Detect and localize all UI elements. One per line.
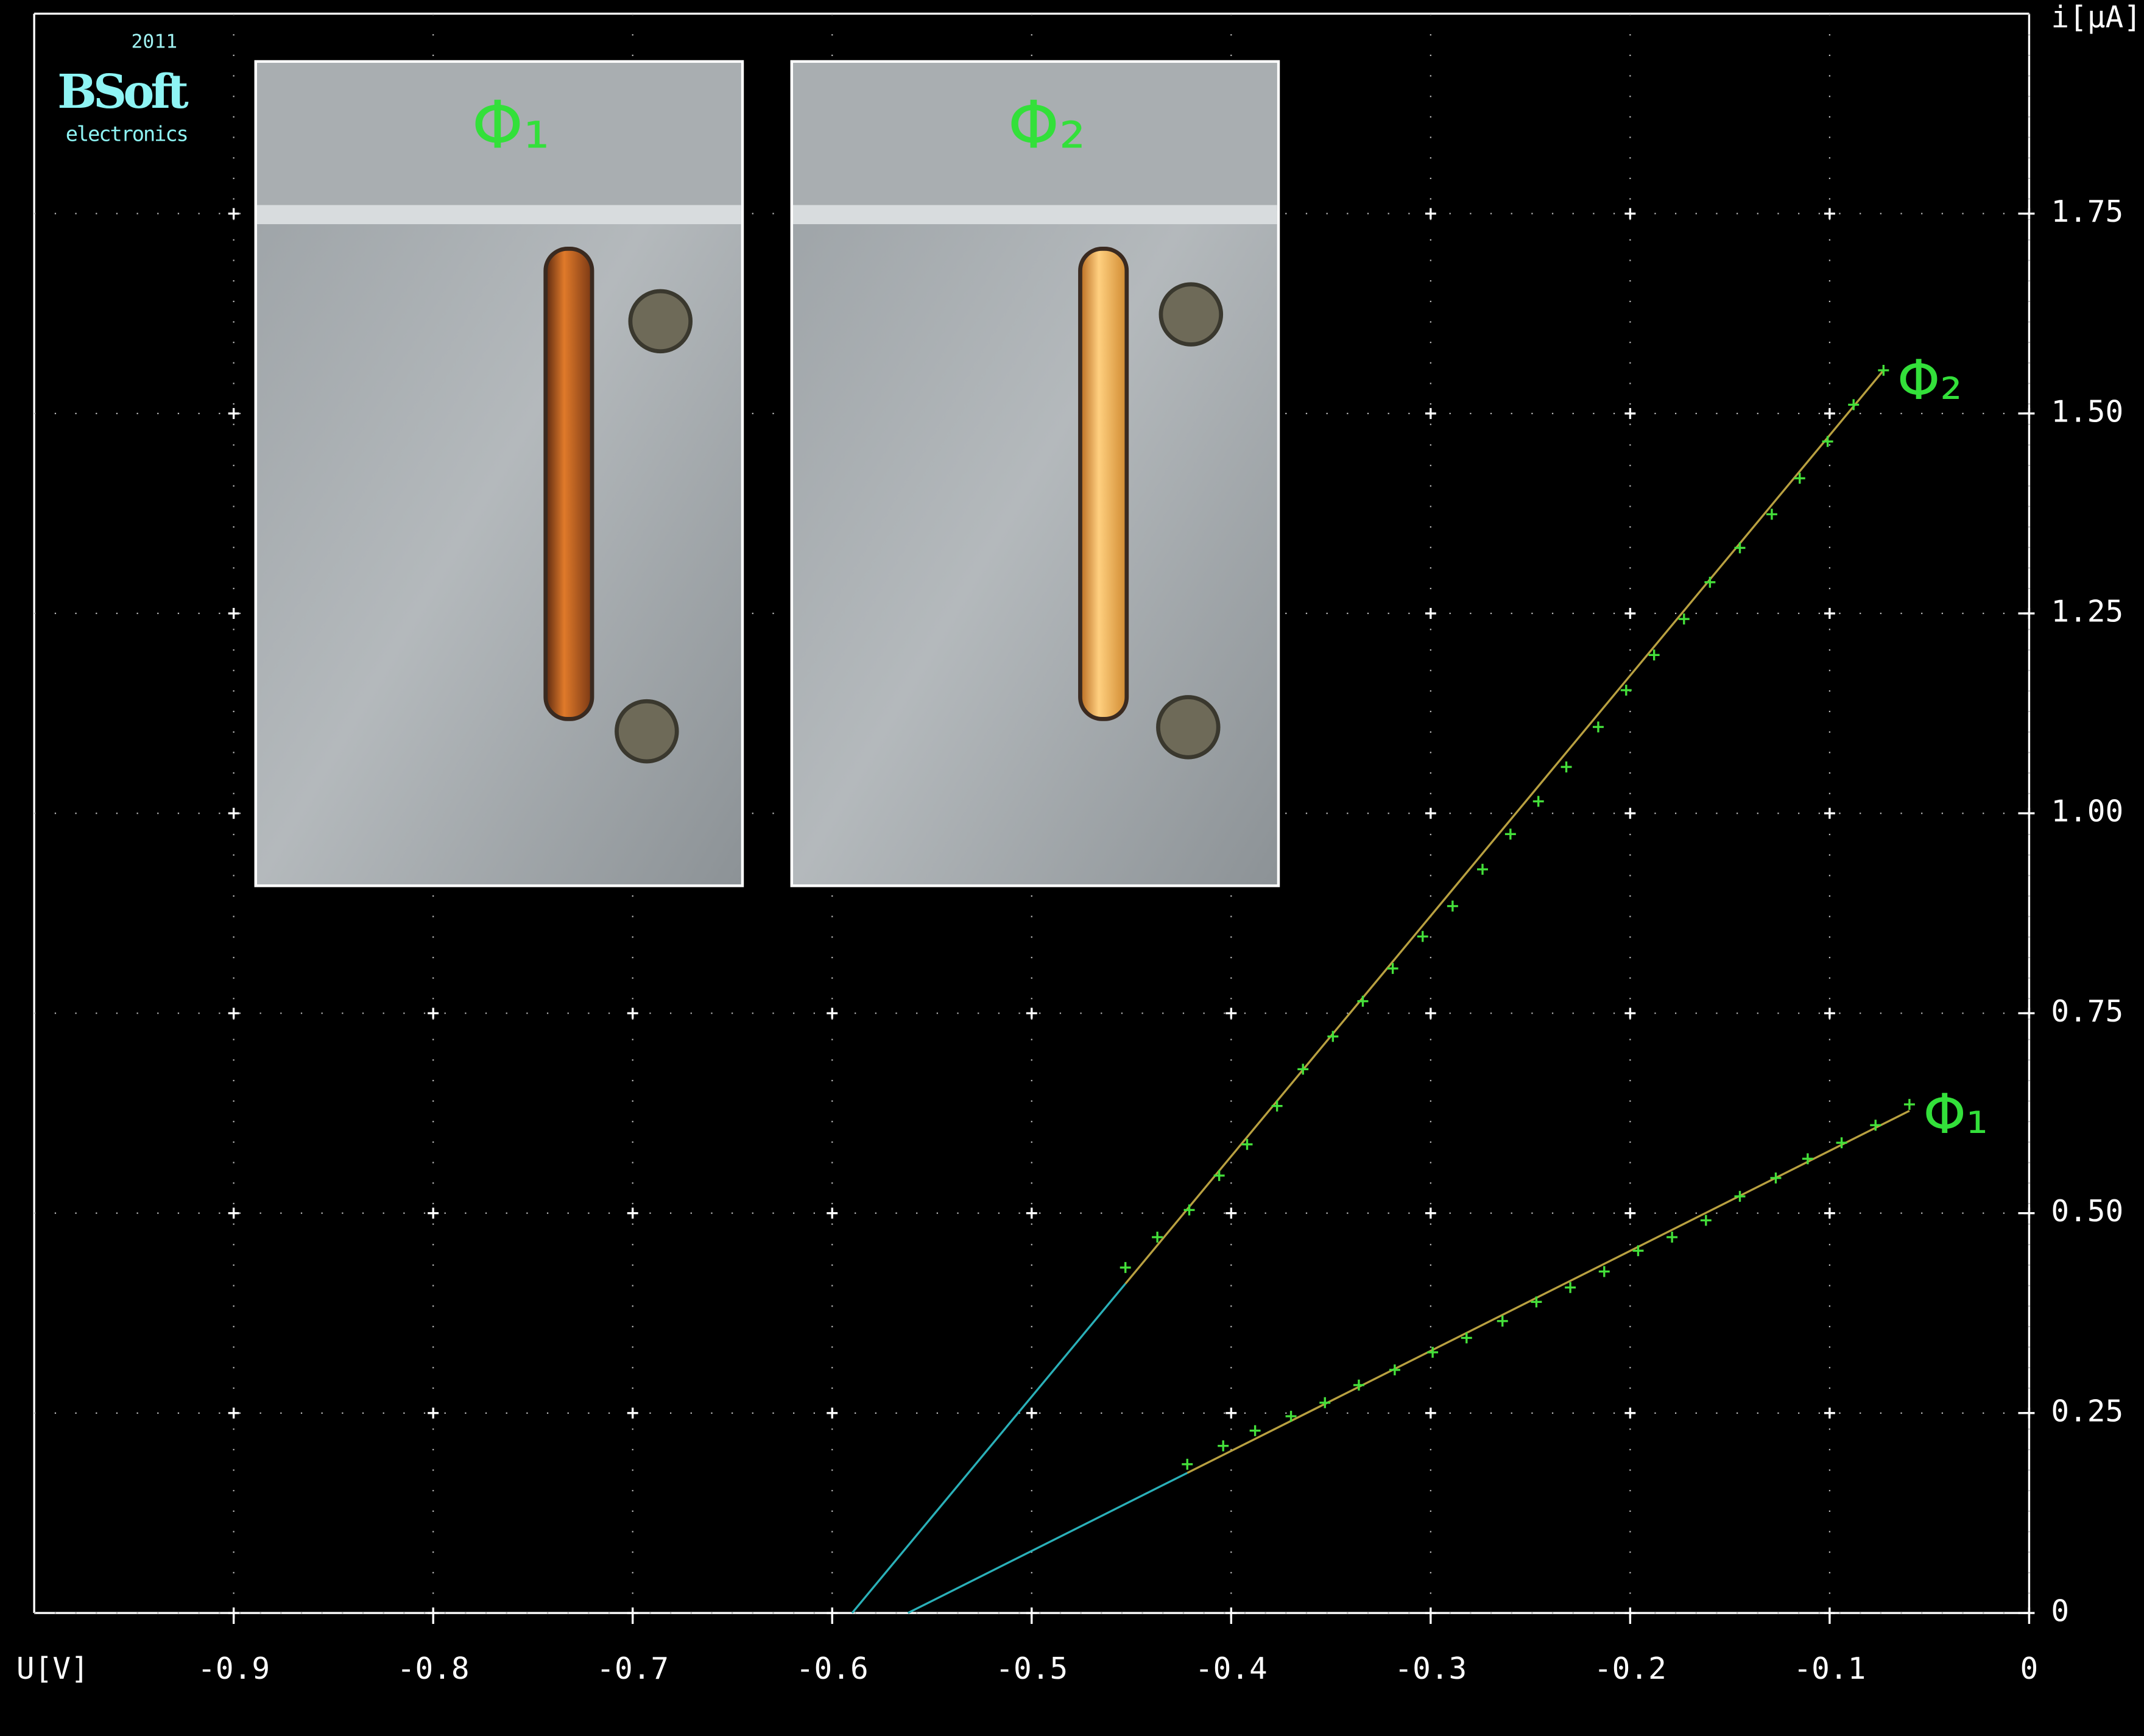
inset-label: Φ₂ xyxy=(1007,87,1085,163)
x-tick-label: 0 xyxy=(2020,1651,2039,1686)
series-label: Φ₁ xyxy=(1923,1083,1988,1146)
logo-tagline: electronics xyxy=(66,122,189,146)
chart: U[V] i[μA] 2011 BSoft electronics Φ₁ Φ₂ … xyxy=(0,0,2144,1736)
x-tick-label: -0.4 xyxy=(1195,1651,1268,1686)
series-label: Φ₂ xyxy=(1897,349,1962,412)
logo-name: BSoft xyxy=(57,64,189,119)
x-tick-label: -0.3 xyxy=(1394,1651,1467,1686)
inset-photo: Φ₂ xyxy=(792,62,1278,886)
x-tick-label: -0.7 xyxy=(596,1651,669,1686)
y-tick-label: 0.75 xyxy=(2051,993,2123,1029)
y-tick-label: 0 xyxy=(2051,1593,2069,1629)
y-tick-label: 1.00 xyxy=(2051,794,2123,829)
x-tick-label: -0.2 xyxy=(1594,1651,1666,1686)
logo-year: 2011 xyxy=(132,31,178,53)
x-tick-label: -0.9 xyxy=(197,1651,270,1686)
x-tick-label: -0.5 xyxy=(995,1651,1068,1686)
x-tick-label: -0.8 xyxy=(397,1651,470,1686)
y-tick-label: 1.50 xyxy=(2051,393,2123,429)
x-tick-label: -0.1 xyxy=(1793,1651,1866,1686)
y-tick-label: 0.50 xyxy=(2051,1193,2123,1229)
inset-label: Φ₁ xyxy=(471,87,549,163)
y-tick-label: 0.25 xyxy=(2051,1393,2123,1428)
y-tick-label: 1.25 xyxy=(2051,594,2123,629)
inset-photo: Φ₁ xyxy=(256,62,742,886)
y-axis-label: i[μA] xyxy=(2051,0,2142,35)
y-tick-label: 1.75 xyxy=(2051,194,2123,229)
x-axis-label: U[V] xyxy=(16,1651,89,1686)
x-tick-label: -0.6 xyxy=(796,1651,869,1686)
